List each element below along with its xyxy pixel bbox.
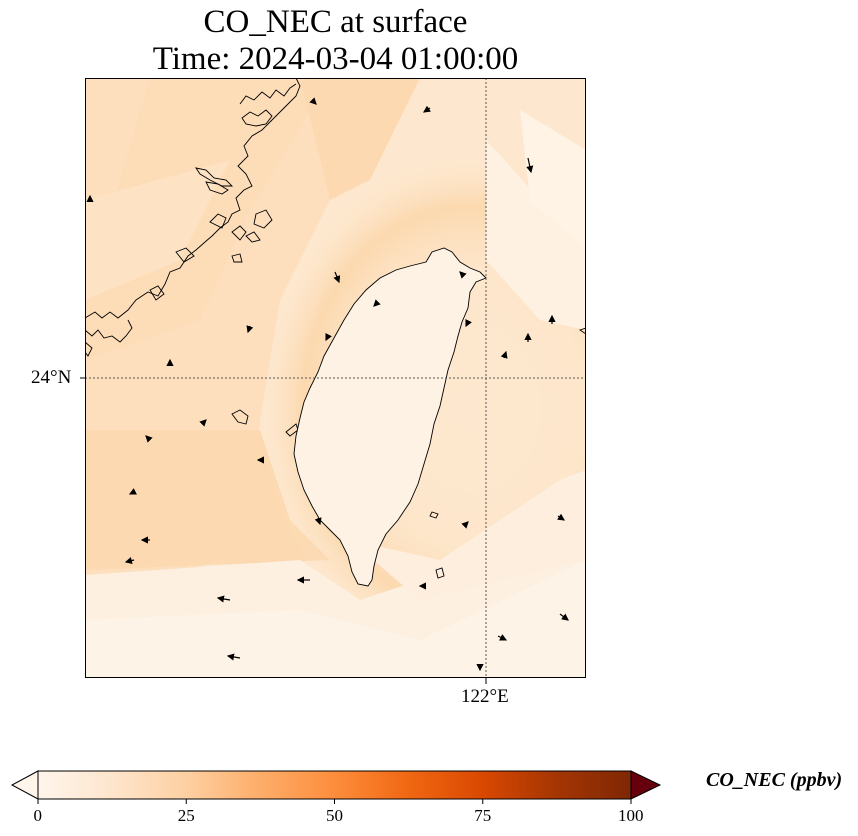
taiwan-island xyxy=(293,247,487,587)
lat-label: 24°N xyxy=(31,367,72,388)
colorbar-extend-high xyxy=(630,770,662,800)
title-line-2: Time: 2024-03-04 01:00:00 xyxy=(152,41,519,77)
colorbar-tick-label: 25 xyxy=(177,806,195,825)
colorbar-tick-label: 0 xyxy=(33,806,43,825)
coastline-china xyxy=(85,78,586,437)
colorbar-gradient xyxy=(37,770,632,800)
colorbar-tick-label: 100 xyxy=(618,806,644,825)
colorbar-tick-label: 75 xyxy=(474,806,492,825)
map-frame xyxy=(85,78,586,678)
map-title: CO_NEC at surface Time: 2024-03-04 01:00… xyxy=(85,4,586,78)
title-line-1: CO_NEC at surface xyxy=(203,4,468,40)
colorbar-title: CO_NEC (ppbv) xyxy=(706,769,843,791)
wind-vectors xyxy=(86,97,569,672)
colorbar-tick-label: 50 xyxy=(326,806,343,825)
colorbar xyxy=(10,770,662,800)
small-islands xyxy=(429,511,445,579)
colorbar-extend-low xyxy=(10,770,39,800)
lon-label: 122°E xyxy=(461,686,509,707)
